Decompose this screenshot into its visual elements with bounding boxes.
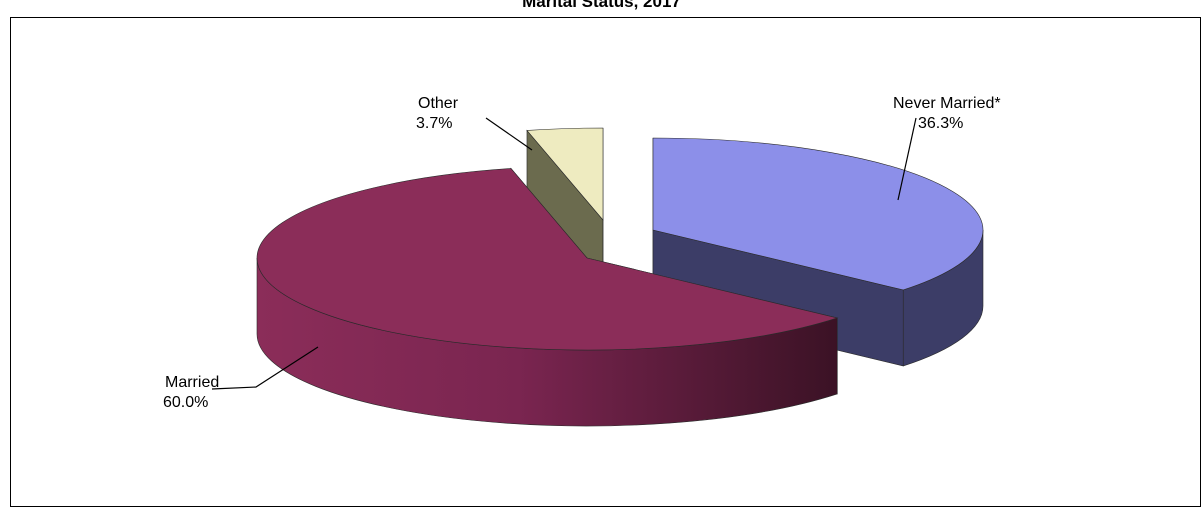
pie-slice-never-married <box>652 137 984 367</box>
slice-label-married: Married <box>165 374 219 391</box>
pie-slice-married <box>256 167 839 427</box>
slice-value-label-never-married: 36.3% <box>918 115 963 132</box>
slice-label-never-married: Never Married* <box>893 95 1001 112</box>
leader-line-never-married <box>897 117 917 201</box>
slice-value-label-other: 3.7% <box>416 115 452 132</box>
pie-slice-never-married-top <box>652 137 984 291</box>
leader-line-married <box>211 346 319 390</box>
slice-label-other: Other <box>418 95 459 112</box>
leader-line-other <box>485 117 533 151</box>
pie-slice-other-top <box>526 127 604 221</box>
chart-title: Marital Status, 2017 <box>522 0 681 11</box>
pie-slice-married-top <box>256 168 839 351</box>
slice-value-label-married: 60.0% <box>163 394 208 411</box>
